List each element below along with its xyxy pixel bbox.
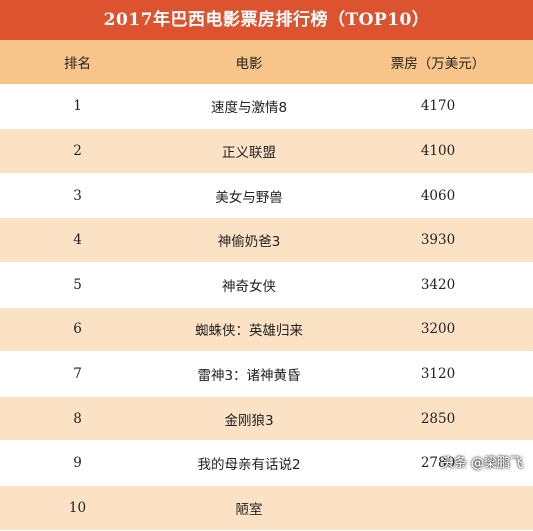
movie-cell: 速度与激情8 — [155, 84, 343, 130]
movie-cell: 金刚狼3 — [155, 396, 343, 442]
movie-cell: 正义联盟 — [155, 128, 343, 174]
box-office-cell: 2850 — [343, 396, 533, 442]
box-office-table: 排名 电影 票房（万美元） 1 速度与激情8 4170 2 正义联盟 4100 … — [0, 40, 533, 531]
rank-cell: 6 — [0, 307, 155, 353]
rank-cell: 2 — [0, 128, 155, 174]
box-office-cell: 3420 — [343, 262, 533, 308]
table-row: 6 蜘蛛侠：英雄归来 3200 — [0, 307, 533, 353]
box-office-cell: 3120 — [343, 351, 533, 397]
movie-cell: 我的母亲有话说2 — [155, 440, 343, 486]
source-watermark-tag: 头条 @梁鹏飞 — [440, 456, 523, 471]
table-row: 3 美女与野兽 4060 — [0, 173, 533, 219]
movie-cell: 蜘蛛侠：英雄归来 — [155, 307, 343, 353]
table-row: 10 陋室 — [0, 485, 533, 531]
rank-cell: 3 — [0, 173, 155, 219]
rank-cell: 7 — [0, 351, 155, 397]
rank-cell: 8 — [0, 396, 155, 442]
box-office-cell: 3200 — [343, 307, 533, 353]
box-office-cell: 2780 — [343, 440, 533, 486]
box-office-cell: 3930 — [343, 217, 533, 263]
table-row: 5 神奇女侠 3420 — [0, 262, 533, 308]
movie-cell: 神偷奶爸3 — [155, 217, 343, 263]
table-row: 9 我的母亲有话说2 2780 — [0, 440, 533, 486]
table-title: 2017年巴西电影票房排行榜（TOP10） — [0, 0, 533, 40]
table-row: 2 正义联盟 4100 — [0, 128, 533, 174]
header-row: 排名 电影 票房（万美元） — [0, 40, 533, 85]
header-rank: 排名 — [0, 40, 155, 85]
rank-cell: 10 — [0, 485, 155, 531]
table-row: 8 金刚狼3 2850 — [0, 396, 533, 442]
table-row: 1 速度与激情8 4170 — [0, 84, 533, 130]
header-movie: 电影 — [155, 40, 343, 85]
movie-cell: 美女与野兽 — [155, 173, 343, 219]
movie-cell: 神奇女侠 — [155, 262, 343, 308]
box-office-cell: 4060 — [343, 173, 533, 219]
box-office-cell — [343, 485, 533, 531]
box-office-cell: 4170 — [343, 84, 533, 130]
box-office-cell: 4100 — [343, 128, 533, 174]
table-row: 4 神偷奶爸3 3930 — [0, 217, 533, 263]
table-row: 7 雷神3：诸神黄昏 3120 — [0, 351, 533, 397]
rank-cell: 9 — [0, 440, 155, 486]
rank-cell: 4 — [0, 217, 155, 263]
header-box-office: 票房（万美元） — [343, 40, 533, 85]
rank-cell: 1 — [0, 84, 155, 130]
movie-cell: 雷神3：诸神黄昏 — [155, 351, 343, 397]
rank-cell: 5 — [0, 262, 155, 308]
movie-cell: 陋室 — [155, 485, 343, 531]
